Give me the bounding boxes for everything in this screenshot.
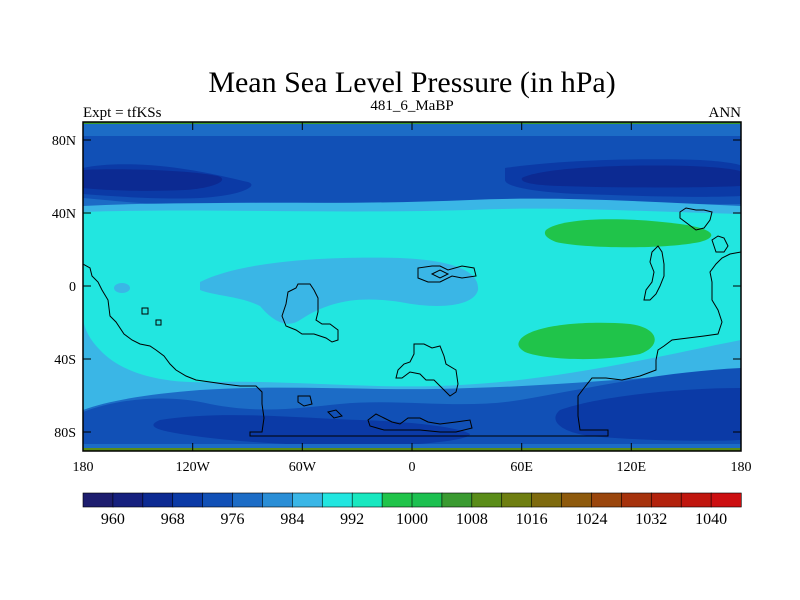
- time-label: 481_6_MaBP: [370, 98, 453, 114]
- colorbar-swatch: [501, 492, 533, 508]
- lat-tick-label: 0: [69, 280, 76, 295]
- colorbar-swatch: [82, 492, 114, 508]
- contour-trough-996: [200, 257, 479, 324]
- coastline-americas-west: [83, 251, 741, 437]
- colorbar-swatch: [411, 492, 443, 508]
- lat-tick-label: 40N: [52, 207, 76, 222]
- colorbar-swatch: [531, 492, 563, 508]
- contour-high-1008-north: [544, 219, 712, 248]
- colorbar-swatch: [262, 492, 293, 508]
- colorbar-swatch: [172, 492, 204, 508]
- colorbar-label: 968: [161, 511, 185, 528]
- colorbar-label: 992: [340, 511, 364, 528]
- lon-tick-label: 60W: [289, 460, 317, 475]
- colorbar-swatch: [591, 492, 622, 508]
- coastline-south-c: [297, 395, 313, 407]
- colorbar-label: 1016: [516, 511, 548, 528]
- colorbar-swatch: [292, 492, 323, 508]
- colorbar-swatch: [112, 492, 144, 508]
- lat-axis: [83, 139, 741, 433]
- lon-tick-label: 180: [731, 460, 752, 475]
- experiment-label: Expt = tfKSs: [83, 105, 162, 121]
- colorbar: [82, 492, 742, 508]
- contour-south-980: [153, 415, 470, 446]
- colorbar-label: 1040: [695, 511, 727, 528]
- coastline-asia-east: [643, 245, 665, 301]
- lat-tick-label: 40S: [54, 353, 76, 368]
- contour-north-976-west: [83, 169, 223, 191]
- coastline-south-b: [367, 413, 473, 433]
- colorbar-swatch: [621, 492, 652, 508]
- colorbar-swatch: [202, 492, 234, 508]
- colorbar-swatch: [710, 492, 742, 508]
- lon-tick-label: 120W: [176, 460, 211, 475]
- coastline-island-b: [430, 269, 450, 279]
- lat-tick-label: 80N: [52, 134, 76, 149]
- contour-south-980-east: [555, 388, 741, 441]
- coastline-africa: [281, 283, 339, 343]
- lon-tick-label: 60E: [510, 460, 533, 475]
- colorbar-label: 1024: [575, 511, 607, 528]
- colorbar-swatch: [650, 492, 682, 508]
- coastline-south-d: [327, 409, 343, 419]
- lon-tick-label: 180: [73, 460, 94, 475]
- coastline-islet-a: [141, 307, 149, 315]
- colorbar-label: 1008: [456, 511, 488, 528]
- lat-tick-label: 80S: [54, 426, 76, 441]
- colorbar-swatch: [142, 492, 174, 508]
- coastline-islet-b: [155, 319, 162, 326]
- colorbar-swatch: [441, 492, 473, 508]
- colorbar-label: 960: [101, 511, 125, 528]
- contour-field: [83, 122, 741, 451]
- colorbar-swatch: [351, 492, 383, 508]
- colorbar-swatch: [680, 492, 712, 508]
- colorbar-labels: 960 968 976 984 992 1000 1008 1016 1024 1032 1040: [101, 511, 727, 528]
- coastlines: [83, 207, 741, 437]
- coastline-south-a: [395, 343, 459, 397]
- season-label: ANN: [709, 105, 742, 121]
- lon-axis: [82, 122, 742, 451]
- coastline-asia-north: [679, 207, 713, 231]
- contour-north-976-east: [521, 165, 741, 188]
- colorbar-label: 984: [280, 511, 304, 528]
- colorbar-swatch: [232, 492, 264, 508]
- lon-tick-label: 120E: [617, 460, 647, 475]
- colorbar-swatch: [381, 492, 413, 508]
- colorbar-swatch: [561, 492, 593, 508]
- contour-pocket-996: [114, 283, 130, 293]
- colorbar-label: 976: [221, 511, 245, 528]
- lon-tick-label: 0: [409, 460, 416, 475]
- colorbar-swatch: [471, 492, 503, 508]
- colorbar-label: 1000: [396, 511, 428, 528]
- chart-title: Mean Sea Level Pressure (in hPa): [208, 66, 615, 99]
- coastline-island-a: [417, 265, 477, 283]
- contour-high-1008-south: [518, 322, 655, 360]
- colorbar-label: 1032: [635, 511, 667, 528]
- coastline-asia-mid: [711, 235, 729, 253]
- colorbar-swatch: [321, 492, 353, 508]
